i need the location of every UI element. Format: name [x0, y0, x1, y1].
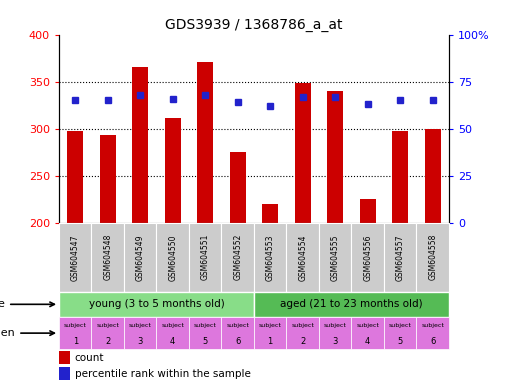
Text: count: count [74, 353, 104, 362]
Bar [327, 91, 343, 223]
Text: GSM604558: GSM604558 [428, 234, 437, 280]
Bar [319, 317, 351, 349]
Text: subject: subject [389, 323, 411, 328]
Text: GSM604554: GSM604554 [298, 234, 307, 281]
Bar [286, 317, 319, 349]
Text: GSM604552: GSM604552 [233, 234, 242, 280]
Text: 2: 2 [300, 337, 305, 346]
Text: subject: subject [194, 323, 216, 328]
Bar [254, 317, 286, 349]
Bar [262, 204, 278, 223]
Bar [222, 317, 254, 349]
Text: subject: subject [421, 323, 444, 328]
Bar [351, 317, 384, 349]
Bar [254, 223, 286, 292]
Text: specimen: specimen [0, 328, 54, 338]
Text: GSM604557: GSM604557 [396, 234, 405, 281]
Text: 5: 5 [398, 337, 403, 346]
Text: subject: subject [291, 323, 314, 328]
Text: subject: subject [356, 323, 379, 328]
Bar [124, 317, 156, 349]
Bar [189, 223, 222, 292]
Bar [100, 135, 116, 223]
Text: 1: 1 [268, 337, 273, 346]
Text: 3: 3 [332, 337, 338, 346]
Text: 4: 4 [170, 337, 175, 346]
Text: 2: 2 [105, 337, 110, 346]
Text: 5: 5 [203, 337, 208, 346]
Bar [286, 223, 319, 292]
Text: percentile rank within the sample: percentile rank within the sample [74, 369, 250, 379]
Bar [59, 223, 91, 292]
Title: GDS3939 / 1368786_a_at: GDS3939 / 1368786_a_at [165, 18, 343, 32]
Bar [351, 223, 384, 292]
Text: aged (21 to 23 months old): aged (21 to 23 months old) [280, 299, 423, 310]
Text: subject: subject [129, 323, 152, 328]
Text: GSM604551: GSM604551 [201, 234, 210, 280]
Bar [189, 317, 222, 349]
Bar [222, 223, 254, 292]
Bar [59, 367, 70, 381]
Bar [59, 317, 91, 349]
Bar [417, 223, 449, 292]
Bar [197, 62, 213, 223]
Text: 6: 6 [430, 337, 436, 346]
Text: GSM604553: GSM604553 [266, 234, 274, 281]
Bar [417, 317, 449, 349]
Text: GSM604555: GSM604555 [331, 234, 340, 281]
Text: subject: subject [96, 323, 119, 328]
Text: GSM604547: GSM604547 [71, 234, 80, 281]
Bar [294, 83, 311, 223]
Bar [229, 152, 246, 223]
Bar [156, 223, 189, 292]
Text: GSM604549: GSM604549 [136, 234, 145, 281]
Bar [67, 131, 83, 223]
Text: subject: subject [226, 323, 249, 328]
Bar [319, 223, 351, 292]
Bar [59, 351, 70, 364]
Bar [384, 317, 417, 349]
Text: subject: subject [161, 323, 184, 328]
Text: GSM604556: GSM604556 [363, 234, 372, 281]
Text: 3: 3 [137, 337, 143, 346]
Text: 6: 6 [235, 337, 241, 346]
Text: subject: subject [64, 323, 87, 328]
Bar [156, 317, 189, 349]
Bar [165, 118, 181, 223]
Text: 4: 4 [365, 337, 370, 346]
Text: subject: subject [259, 323, 282, 328]
Bar [424, 129, 441, 223]
Text: age: age [0, 299, 54, 310]
Bar [132, 66, 148, 223]
Bar [254, 292, 449, 317]
Text: 1: 1 [73, 337, 78, 346]
Bar [384, 223, 417, 292]
Bar [392, 131, 408, 223]
Text: young (3 to 5 months old): young (3 to 5 months old) [89, 299, 224, 310]
Bar [124, 223, 156, 292]
Bar [59, 292, 254, 317]
Bar [360, 199, 376, 223]
Bar [91, 223, 124, 292]
Text: GSM604550: GSM604550 [168, 234, 177, 281]
Text: GSM604548: GSM604548 [103, 234, 112, 280]
Text: subject: subject [324, 323, 347, 328]
Bar [91, 317, 124, 349]
